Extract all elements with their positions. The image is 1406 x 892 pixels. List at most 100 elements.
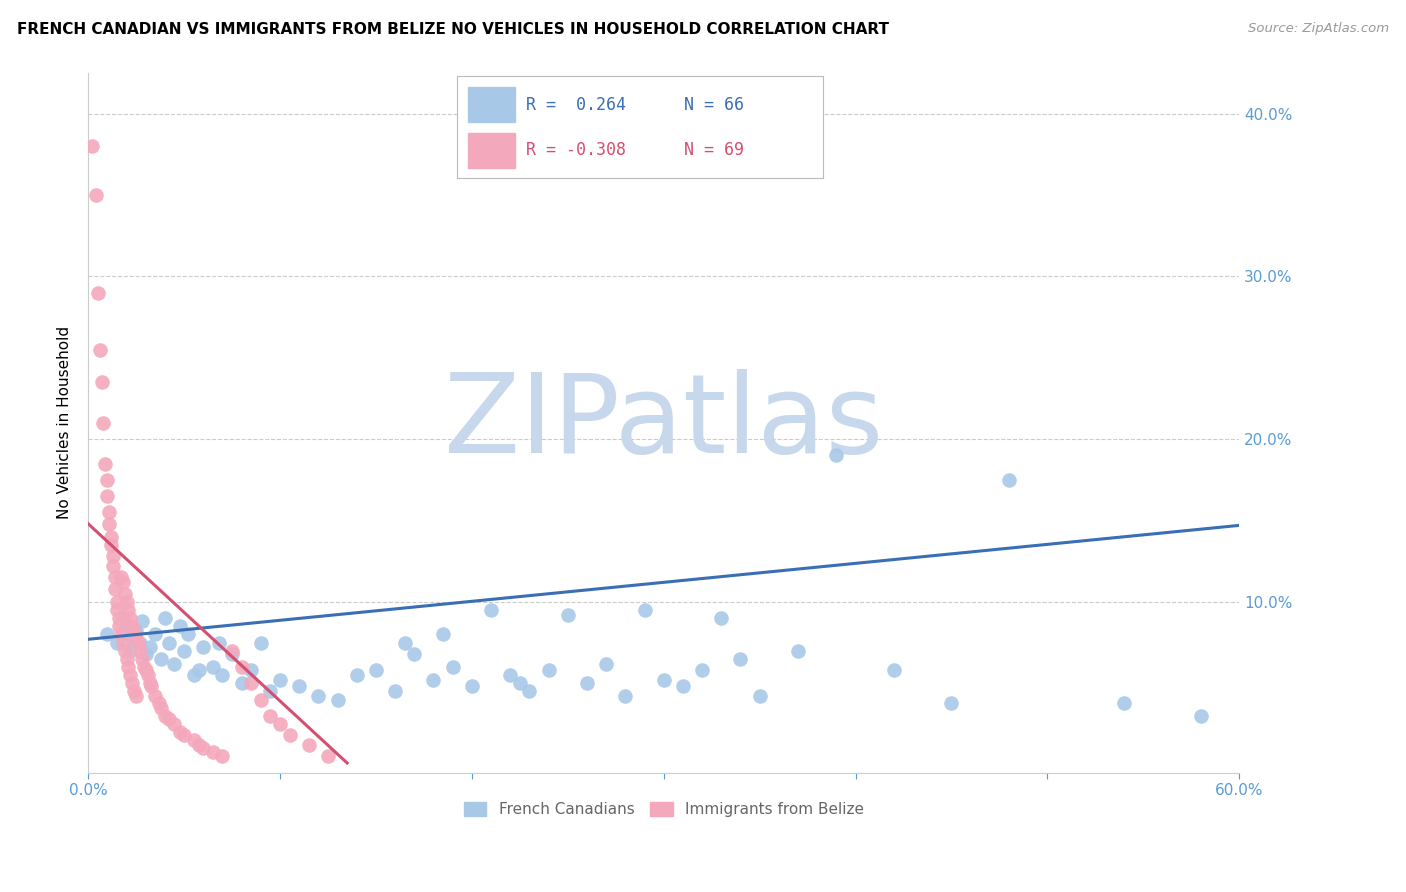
Point [138,640,160,655]
Point [157,712,180,726]
Point [136,668,159,682]
Point [163,657,186,671]
Point [114,643,136,657]
Point [730,652,752,666]
Point [461,680,484,694]
Point [998,473,1021,487]
Point [394,635,416,649]
Point [259,684,281,698]
Point [183,733,205,747]
Point [519,684,541,698]
Point [207,635,229,649]
Point [384,684,406,698]
Point [96,489,118,503]
Point [652,673,675,687]
Point [941,696,963,710]
Point [115,595,138,609]
Text: N = 66: N = 66 [683,95,744,113]
Point [104,582,127,596]
Point [104,570,127,584]
Point [157,635,180,649]
Point [111,575,134,590]
Point [129,635,152,649]
Point [101,549,124,564]
Point [135,647,157,661]
Point [87,285,110,300]
Point [98,516,121,531]
Point [90,375,112,389]
Point [98,505,121,519]
Point [221,647,243,661]
Text: R = -0.308: R = -0.308 [526,141,627,159]
Point [80,139,103,153]
Point [84,188,107,202]
Point [94,457,117,471]
Point [672,680,695,694]
Point [316,749,339,764]
Point [240,663,263,677]
Point [269,673,291,687]
Point [120,668,142,682]
Point [557,607,579,622]
Point [120,611,142,625]
Text: Source: ZipAtlas.com: Source: ZipAtlas.com [1249,22,1389,36]
Point [89,343,111,357]
Point [326,692,349,706]
Point [173,643,195,657]
Point [201,745,224,759]
Point [131,615,153,629]
Point [93,416,115,430]
Point [120,643,142,657]
Point [883,663,905,677]
Point [117,603,139,617]
Point [96,627,118,641]
Point [153,611,176,625]
Point [307,690,329,704]
Point [108,619,131,633]
Point [101,559,124,574]
Point [188,663,211,677]
Point [110,627,132,641]
Point [153,708,176,723]
Point [710,611,733,625]
Point [163,717,186,731]
Point [221,643,243,657]
Point [240,676,263,690]
Point [169,725,191,739]
Point [127,635,149,649]
Point [404,647,426,661]
Point [125,690,148,704]
Point [105,595,128,609]
Point [122,684,145,698]
Point [269,717,291,731]
Point [364,663,387,677]
Point [249,692,271,706]
Bar [468,133,516,168]
Point [441,660,464,674]
Point [111,611,134,625]
Point [122,624,145,639]
Point [346,668,368,682]
Point [188,738,211,752]
Point [595,657,617,671]
Y-axis label: No Vehicles in Household: No Vehicles in Household [58,326,72,519]
Point [105,635,128,649]
Point [249,635,271,649]
Point [825,449,848,463]
Point [105,603,128,617]
Point [138,676,160,690]
Point [690,663,713,677]
Point [422,673,444,687]
Point [173,728,195,742]
Point [479,603,502,617]
Point [231,660,253,674]
Point [183,668,205,682]
Point [614,690,637,704]
Point [132,660,155,674]
Point [787,643,810,657]
Text: N = 69: N = 69 [683,141,744,159]
Point [169,619,191,633]
Point [96,473,118,487]
Point [575,676,598,690]
Point [100,538,122,552]
